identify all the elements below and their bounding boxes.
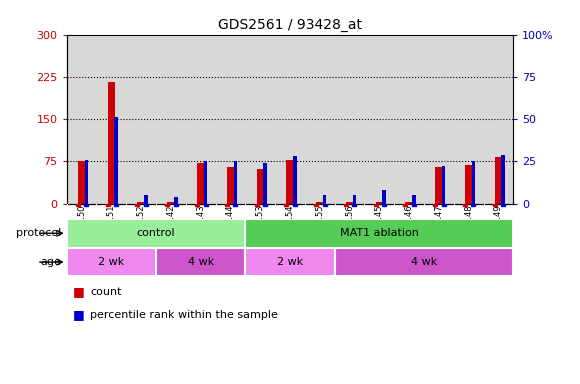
Bar [245, 248, 335, 276]
Bar [495, 157, 502, 204]
Text: 4 wk: 4 wk [411, 257, 437, 267]
Bar [67, 248, 156, 276]
Bar [472, 161, 475, 204]
Bar [293, 156, 296, 204]
Bar [114, 118, 118, 204]
Bar [156, 248, 245, 276]
Bar [287, 160, 293, 204]
Bar [442, 166, 445, 204]
Bar [346, 202, 353, 204]
Bar [67, 219, 245, 248]
Text: GSM154147: GSM154147 [434, 204, 443, 255]
Bar [227, 167, 234, 204]
Bar [382, 190, 386, 204]
Bar [412, 195, 416, 204]
Bar [174, 197, 177, 204]
Text: MAT1 ablation: MAT1 ablation [340, 228, 419, 238]
Text: GSM154154: GSM154154 [285, 204, 295, 255]
Text: ■: ■ [72, 285, 84, 298]
Text: count: count [90, 287, 121, 297]
Text: GSM154152: GSM154152 [137, 204, 146, 255]
Text: GSM154148: GSM154148 [464, 204, 473, 255]
Bar [263, 163, 267, 204]
Text: GSM154149: GSM154149 [494, 204, 503, 255]
Bar [323, 195, 327, 204]
Text: GSM154144: GSM154144 [226, 204, 235, 255]
Bar [108, 83, 115, 204]
Text: GSM154150: GSM154150 [77, 204, 86, 255]
Text: age: age [40, 257, 61, 267]
Title: GDS2561 / 93428_at: GDS2561 / 93428_at [218, 18, 362, 32]
Text: control: control [137, 228, 175, 238]
Bar [256, 169, 264, 204]
Text: 4 wk: 4 wk [187, 257, 214, 267]
Bar [85, 160, 88, 204]
Bar [197, 163, 204, 204]
Bar [245, 219, 513, 248]
Text: GSM154142: GSM154142 [166, 204, 175, 255]
Bar [78, 161, 85, 204]
Text: GSM154151: GSM154151 [107, 204, 116, 255]
Bar [335, 248, 513, 276]
Text: 2 wk: 2 wk [98, 257, 125, 267]
Bar [405, 202, 413, 204]
Bar [316, 202, 324, 204]
Text: GSM154145: GSM154145 [375, 204, 384, 255]
Bar [435, 167, 443, 204]
Text: GSM154153: GSM154153 [256, 204, 264, 255]
Bar [144, 195, 148, 204]
Bar [204, 161, 207, 204]
Text: GSM154156: GSM154156 [345, 204, 354, 255]
Bar [137, 202, 145, 204]
Text: ■: ■ [72, 308, 84, 321]
Bar [465, 165, 472, 204]
Text: GSM154146: GSM154146 [405, 204, 414, 255]
Text: 2 wk: 2 wk [277, 257, 303, 267]
Bar [502, 154, 505, 204]
Bar [353, 195, 356, 204]
Text: GSM154155: GSM154155 [316, 204, 324, 255]
Bar [234, 161, 237, 204]
Text: percentile rank within the sample: percentile rank within the sample [90, 310, 278, 320]
Text: GSM154143: GSM154143 [196, 204, 205, 255]
Text: protocol: protocol [16, 228, 61, 238]
Bar [167, 202, 175, 204]
Bar [376, 202, 383, 204]
